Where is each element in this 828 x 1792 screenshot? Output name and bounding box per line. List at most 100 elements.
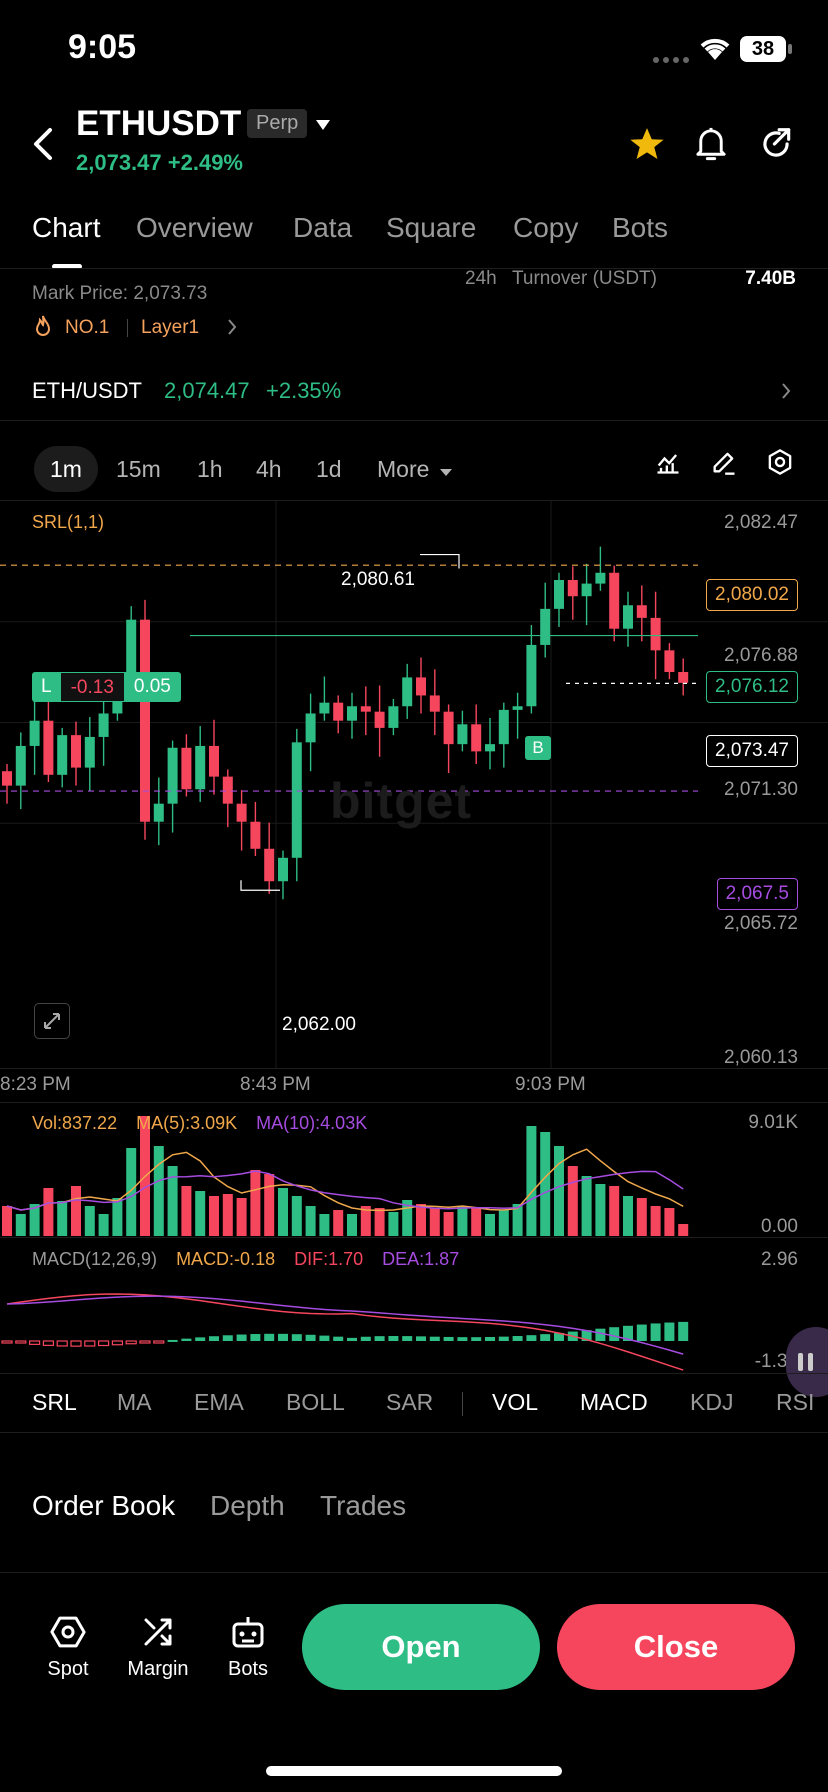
star-icon[interactable]	[628, 125, 666, 168]
volume-bar	[71, 1186, 81, 1236]
volume-chart	[2, 1116, 689, 1236]
macd-dea: DEA:1.87	[382, 1249, 460, 1269]
symbol-title[interactable]: ETHUSDT	[76, 104, 242, 143]
volume-bar	[498, 1210, 509, 1236]
tab-trades[interactable]: Trades	[320, 1490, 407, 1521]
position-tag[interactable]: L -0.13 0.05	[32, 672, 181, 702]
candle-body	[126, 619, 137, 680]
nav-margin-label: Margin	[127, 1658, 189, 1680]
position-side: L	[32, 672, 61, 702]
high-price-label: 2,080.61	[341, 569, 415, 590]
indicator-boll[interactable]: BOLL	[286, 1389, 345, 1415]
share-icon[interactable]	[757, 125, 795, 168]
indicator-kdj[interactable]: KDJ	[690, 1389, 734, 1415]
buy-marker: B	[525, 736, 551, 760]
home-indicator	[266, 1766, 562, 1776]
macd-dif: DIF:1.70	[294, 1249, 364, 1269]
macd-histogram-bar	[97, 1340, 110, 1347]
timeframe-1d[interactable]: 1d	[316, 456, 342, 482]
candle-body	[347, 706, 357, 721]
indicator-separator	[462, 1392, 463, 1416]
category-badge[interactable]: Layer1	[141, 317, 200, 338]
macd-histogram-bar	[581, 1330, 592, 1341]
vol-axis-top: 9.01K	[748, 1112, 798, 1133]
spot-pair-row[interactable]: ETH/USDT 2,074.47 +2.35%	[0, 372, 828, 412]
more-caret-icon[interactable]	[440, 464, 452, 482]
candle-body	[2, 771, 12, 786]
timeframe-4h[interactable]: 4h	[256, 456, 282, 482]
tab-square[interactable]: Square	[386, 212, 477, 243]
open-button[interactable]: Open	[302, 1604, 540, 1690]
macd-histogram-bar	[664, 1322, 675, 1341]
volume-bar	[540, 1132, 551, 1236]
nav-bots[interactable]: Bots	[203, 1612, 293, 1681]
timeframe-15m[interactable]: 15m	[116, 456, 161, 482]
fullscreen-button[interactable]	[34, 1003, 70, 1039]
volume-bar	[512, 1204, 523, 1236]
indicator-sar[interactable]: SAR	[386, 1389, 434, 1415]
nav-margin[interactable]: Margin	[113, 1612, 203, 1681]
macd-histogram-bar	[636, 1324, 647, 1341]
volume-bar	[84, 1206, 95, 1236]
purple-line-price: 2,067.5	[716, 878, 798, 910]
spot-pair-chevron-icon	[782, 383, 791, 399]
volume-bar	[195, 1191, 206, 1236]
timeframe-1h[interactable]: 1h	[197, 456, 223, 482]
indicator-rsi[interactable]: RSI	[776, 1389, 815, 1415]
macd-histogram-bar	[526, 1335, 537, 1341]
chart-settings-icon[interactable]	[766, 448, 794, 481]
indicator-ma[interactable]: MA	[117, 1389, 152, 1415]
candle-body	[609, 572, 620, 629]
indicator-macd[interactable]: MACD	[580, 1389, 648, 1415]
timeframe-more[interactable]: More	[377, 456, 430, 482]
macd-histogram-bar	[333, 1336, 344, 1341]
macd-histogram-bar	[1, 1340, 13, 1344]
tab-copy[interactable]: Copy	[513, 212, 579, 243]
high-leader-line	[420, 553, 460, 569]
floating-handle[interactable]	[786, 1327, 828, 1397]
tab-order-book[interactable]: Order Book	[32, 1490, 176, 1521]
tab-depth[interactable]: Depth	[210, 1490, 285, 1521]
fire-icon	[32, 314, 54, 343]
macd-histogram-bar	[360, 1336, 371, 1341]
candle-body	[526, 644, 537, 707]
x-axis-label: 8:43 PM	[240, 1074, 311, 1095]
indicator-srl[interactable]: SRL	[32, 1389, 77, 1415]
candle-body	[278, 857, 288, 882]
bell-icon[interactable]	[693, 125, 729, 168]
turnover-prefix: 24h	[465, 268, 497, 289]
draw-pen-icon[interactable]	[710, 448, 738, 481]
spot-icon	[50, 1616, 86, 1648]
tab-bots[interactable]: Bots	[612, 212, 669, 243]
volume-bar	[278, 1188, 288, 1236]
section-divider	[0, 420, 828, 421]
status-time: 9:05	[68, 28, 137, 66]
volume-bar	[319, 1214, 330, 1236]
volume-bar	[360, 1206, 371, 1236]
candle-body	[250, 821, 261, 849]
symbol-dropdown-icon[interactable]	[315, 118, 331, 136]
macd-histogram-bar	[305, 1334, 316, 1341]
tab-overview[interactable]: Overview	[136, 212, 253, 243]
nav-spot[interactable]: Spot	[23, 1612, 113, 1681]
vol-ma5-line	[6, 1148, 684, 1212]
tab-data[interactable]: Data	[293, 212, 353, 243]
tabs-divider	[0, 268, 828, 269]
tab-chart[interactable]: Chart	[32, 212, 101, 243]
back-button[interactable]	[30, 126, 58, 167]
indicator-ema[interactable]: EMA	[194, 1389, 244, 1415]
indicator-chart-icon[interactable]	[654, 448, 682, 481]
indicator-vol[interactable]: VOL	[492, 1389, 539, 1415]
macd-histogram-bar	[291, 1334, 302, 1341]
close-button[interactable]: Close	[557, 1604, 795, 1690]
candle-body	[485, 744, 495, 752]
category-chevron-icon[interactable]	[226, 318, 238, 341]
macd-histogram-bar	[236, 1334, 247, 1341]
timeframe-1m[interactable]: 1m	[34, 446, 98, 492]
volume-bar	[167, 1166, 178, 1236]
rank-badge[interactable]: NO.1	[65, 317, 110, 338]
header-price: 2,073.47	[76, 150, 162, 175]
volume-bar	[209, 1196, 219, 1236]
y-axis-label: 2,060.13	[724, 1047, 798, 1068]
candle-body	[429, 695, 440, 712]
